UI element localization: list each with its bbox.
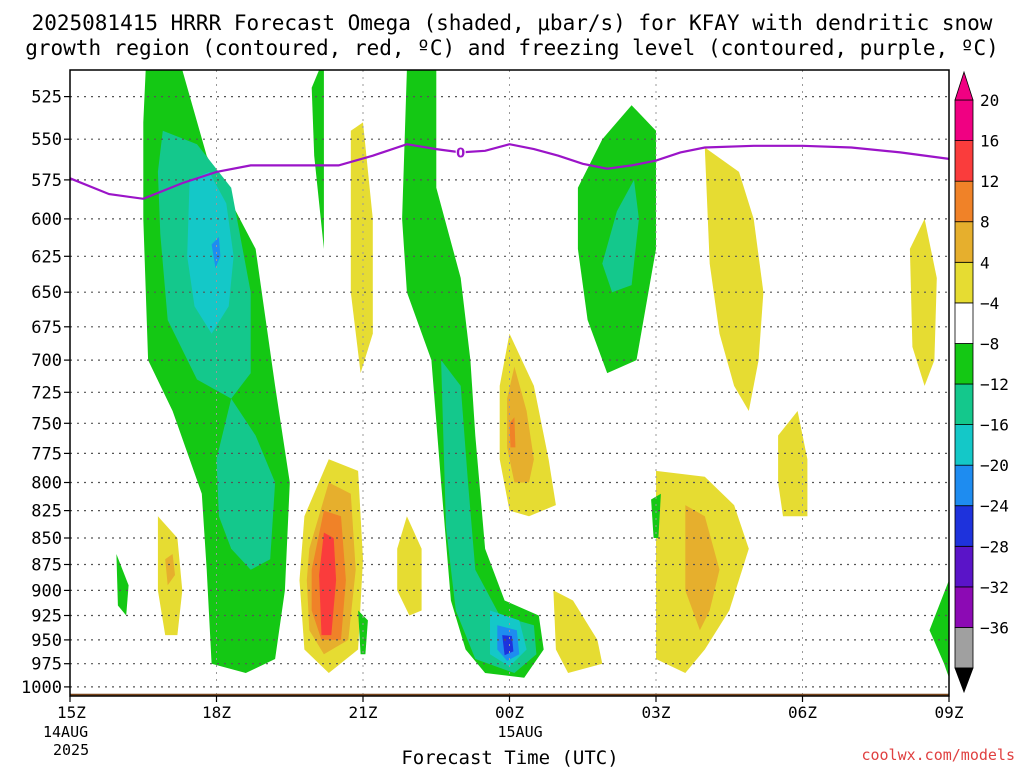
colorbar-swatch-6 bbox=[954, 383, 974, 425]
colorbar-swatch-13 bbox=[954, 99, 974, 141]
y-tick-label-900: 900 bbox=[31, 581, 62, 601]
y-tick-label-825: 825 bbox=[31, 502, 62, 522]
x-tick-label-18Z: 18Z bbox=[202, 703, 231, 722]
colorbar-label-2: 12 bbox=[980, 172, 999, 191]
colorbar-label-4: 4 bbox=[980, 253, 990, 272]
omega-region-23 bbox=[507, 366, 534, 483]
x-tick-label-03Z: 03Z bbox=[642, 703, 671, 722]
colorbar-swatch-9 bbox=[954, 261, 974, 304]
terrain-layer bbox=[70, 693, 949, 696]
omega-region-34 bbox=[651, 493, 661, 538]
omega-region-16 bbox=[358, 610, 368, 655]
omega-region-3 bbox=[187, 171, 234, 334]
omega-region-33 bbox=[929, 580, 949, 678]
y-tick-label-750: 750 bbox=[31, 414, 62, 434]
omega-region-15 bbox=[397, 516, 422, 616]
omega-region-6 bbox=[116, 554, 129, 616]
colorbar-label-6: −8 bbox=[980, 334, 999, 353]
freezing-level-label: 0 bbox=[456, 146, 465, 161]
freezing-level-line bbox=[69, 143, 950, 200]
omega-region-32 bbox=[909, 218, 937, 386]
colorbar-label-11: −28 bbox=[980, 537, 1009, 556]
chart-title-line-1: 2025081415 HRRR Forecast Omega (shaded, … bbox=[32, 11, 993, 35]
colorbar-label-1: 16 bbox=[980, 132, 999, 151]
omega-region-29 bbox=[685, 505, 720, 631]
colorbar-label-10: −24 bbox=[980, 497, 1009, 516]
x-date-label-00Z: 15AUG bbox=[498, 723, 543, 741]
freezing-level-contour: 0 bbox=[69, 143, 950, 200]
colorbar-label-7: −12 bbox=[980, 375, 1009, 394]
omega-shaded-regions bbox=[116, 70, 949, 678]
omega-region-17 bbox=[402, 70, 544, 678]
omega-region-18 bbox=[441, 360, 537, 673]
y-tick-label-800: 800 bbox=[31, 474, 62, 494]
colorbar-under-arrow bbox=[954, 667, 974, 694]
omega-region-24 bbox=[509, 417, 516, 448]
omega-region-8 bbox=[165, 554, 175, 586]
colorbar-swatch-5 bbox=[954, 424, 974, 466]
y-tick-label-550: 550 bbox=[31, 130, 62, 150]
y-tick-label-725: 725 bbox=[31, 383, 62, 403]
omega-region-30 bbox=[704, 147, 764, 411]
credit-link[interactable]: coolwx.com/models bbox=[861, 746, 1015, 764]
x-tick-label-00Z: 00Z bbox=[495, 703, 524, 722]
colorbar-swatch-11 bbox=[954, 180, 974, 223]
colorbar-swatch-4 bbox=[954, 464, 974, 507]
x-year-label-15Z: 2025 bbox=[53, 741, 89, 759]
colorbar-swatch-8 bbox=[954, 302, 974, 344]
y-tick-label-625: 625 bbox=[31, 247, 62, 267]
y-tick-label-925: 925 bbox=[31, 607, 62, 627]
y-tick-label-575: 575 bbox=[31, 171, 62, 191]
colorbar-over-arrow bbox=[954, 70, 974, 101]
y-tick-label-975: 975 bbox=[31, 655, 62, 675]
omega-region-31 bbox=[778, 411, 808, 517]
omega-region-26 bbox=[602, 179, 639, 293]
y-tick-label-875: 875 bbox=[31, 556, 62, 576]
colorbar-swatch-1 bbox=[954, 586, 974, 628]
y-tick-label-700: 700 bbox=[31, 351, 62, 371]
colorbar-label-8: −16 bbox=[980, 416, 1009, 435]
omega-region-5 bbox=[211, 569, 224, 664]
colorbar-label-0: 20 bbox=[980, 91, 999, 110]
terrain-strip bbox=[70, 694, 949, 696]
y-tick-label-525: 525 bbox=[31, 88, 62, 108]
y-tick-label-600: 600 bbox=[31, 210, 62, 230]
omega-region-13 bbox=[311, 70, 324, 249]
x-tick-label-09Z: 09Z bbox=[935, 703, 964, 722]
x-tick-label-21Z: 21Z bbox=[349, 703, 378, 722]
y-tick-label-950: 950 bbox=[31, 631, 62, 651]
x-tick-label-06Z: 06Z bbox=[788, 703, 817, 722]
omega-colorbar: 20 16 12 8 4 −4 −8 −12 −16 −20 −24 −28 −32 −36 bbox=[954, 70, 1009, 694]
colorbar-swatch-2 bbox=[954, 545, 974, 588]
freezing-level-label-bg bbox=[455, 144, 466, 161]
chart-title-line-2: growth region (contoured, red, ºC) and f… bbox=[25, 36, 999, 60]
colorbar-swatch-10 bbox=[954, 221, 974, 263]
omega-region-27 bbox=[553, 590, 603, 673]
omega-region-2 bbox=[216, 398, 276, 570]
y-tick-label-1000: 1000 bbox=[21, 678, 62, 698]
x-tick-label-15Z: 15Z bbox=[57, 703, 86, 722]
omega-region-14 bbox=[350, 122, 373, 374]
colorbar-swatch-12 bbox=[954, 140, 974, 182]
x-axis-title: Forecast Time (UTC) bbox=[401, 747, 618, 768]
y-tick-label-650: 650 bbox=[31, 283, 62, 303]
omega-region-12 bbox=[319, 532, 337, 636]
colorbar-label-9: −20 bbox=[980, 456, 1009, 475]
colorbar-label-13: −36 bbox=[980, 618, 1009, 637]
colorbar-swatch-3 bbox=[954, 505, 974, 547]
colorbar-swatch-0 bbox=[954, 627, 974, 669]
colorbar-label-12: −32 bbox=[980, 578, 1009, 597]
y-tick-label-775: 775 bbox=[31, 444, 62, 464]
x-date-label-15Z: 14AUG bbox=[43, 723, 88, 741]
colorbar-label-5: −4 bbox=[980, 294, 999, 313]
colorbar-swatch-7 bbox=[954, 342, 974, 385]
y-tick-label-850: 850 bbox=[31, 529, 62, 549]
colorbar-label-3: 8 bbox=[980, 213, 990, 232]
y-axis: 525 550 575 600 625 650 675 700 725 750 775 800 825 8… bbox=[21, 88, 70, 698]
y-tick-label-675: 675 bbox=[31, 318, 62, 338]
